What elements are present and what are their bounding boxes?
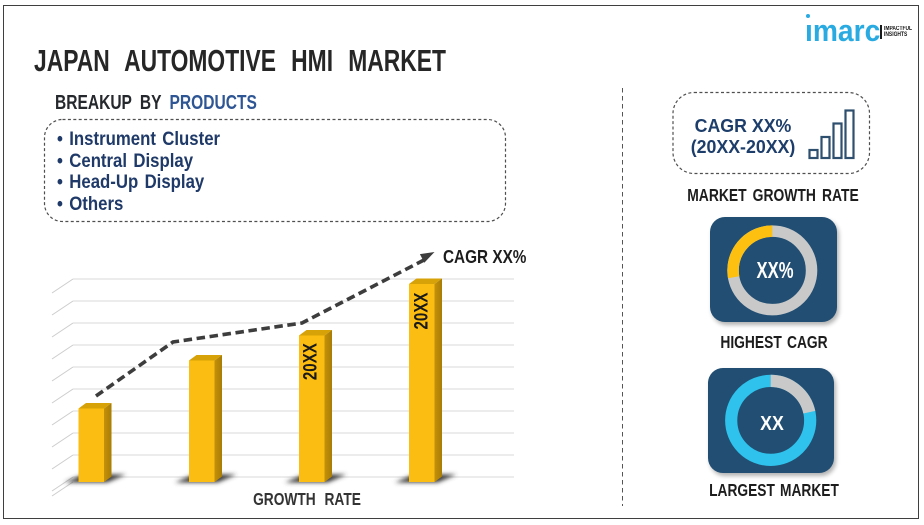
svg-text:20XX: 20XX: [411, 292, 432, 329]
svg-text:20XX: 20XX: [301, 343, 322, 380]
